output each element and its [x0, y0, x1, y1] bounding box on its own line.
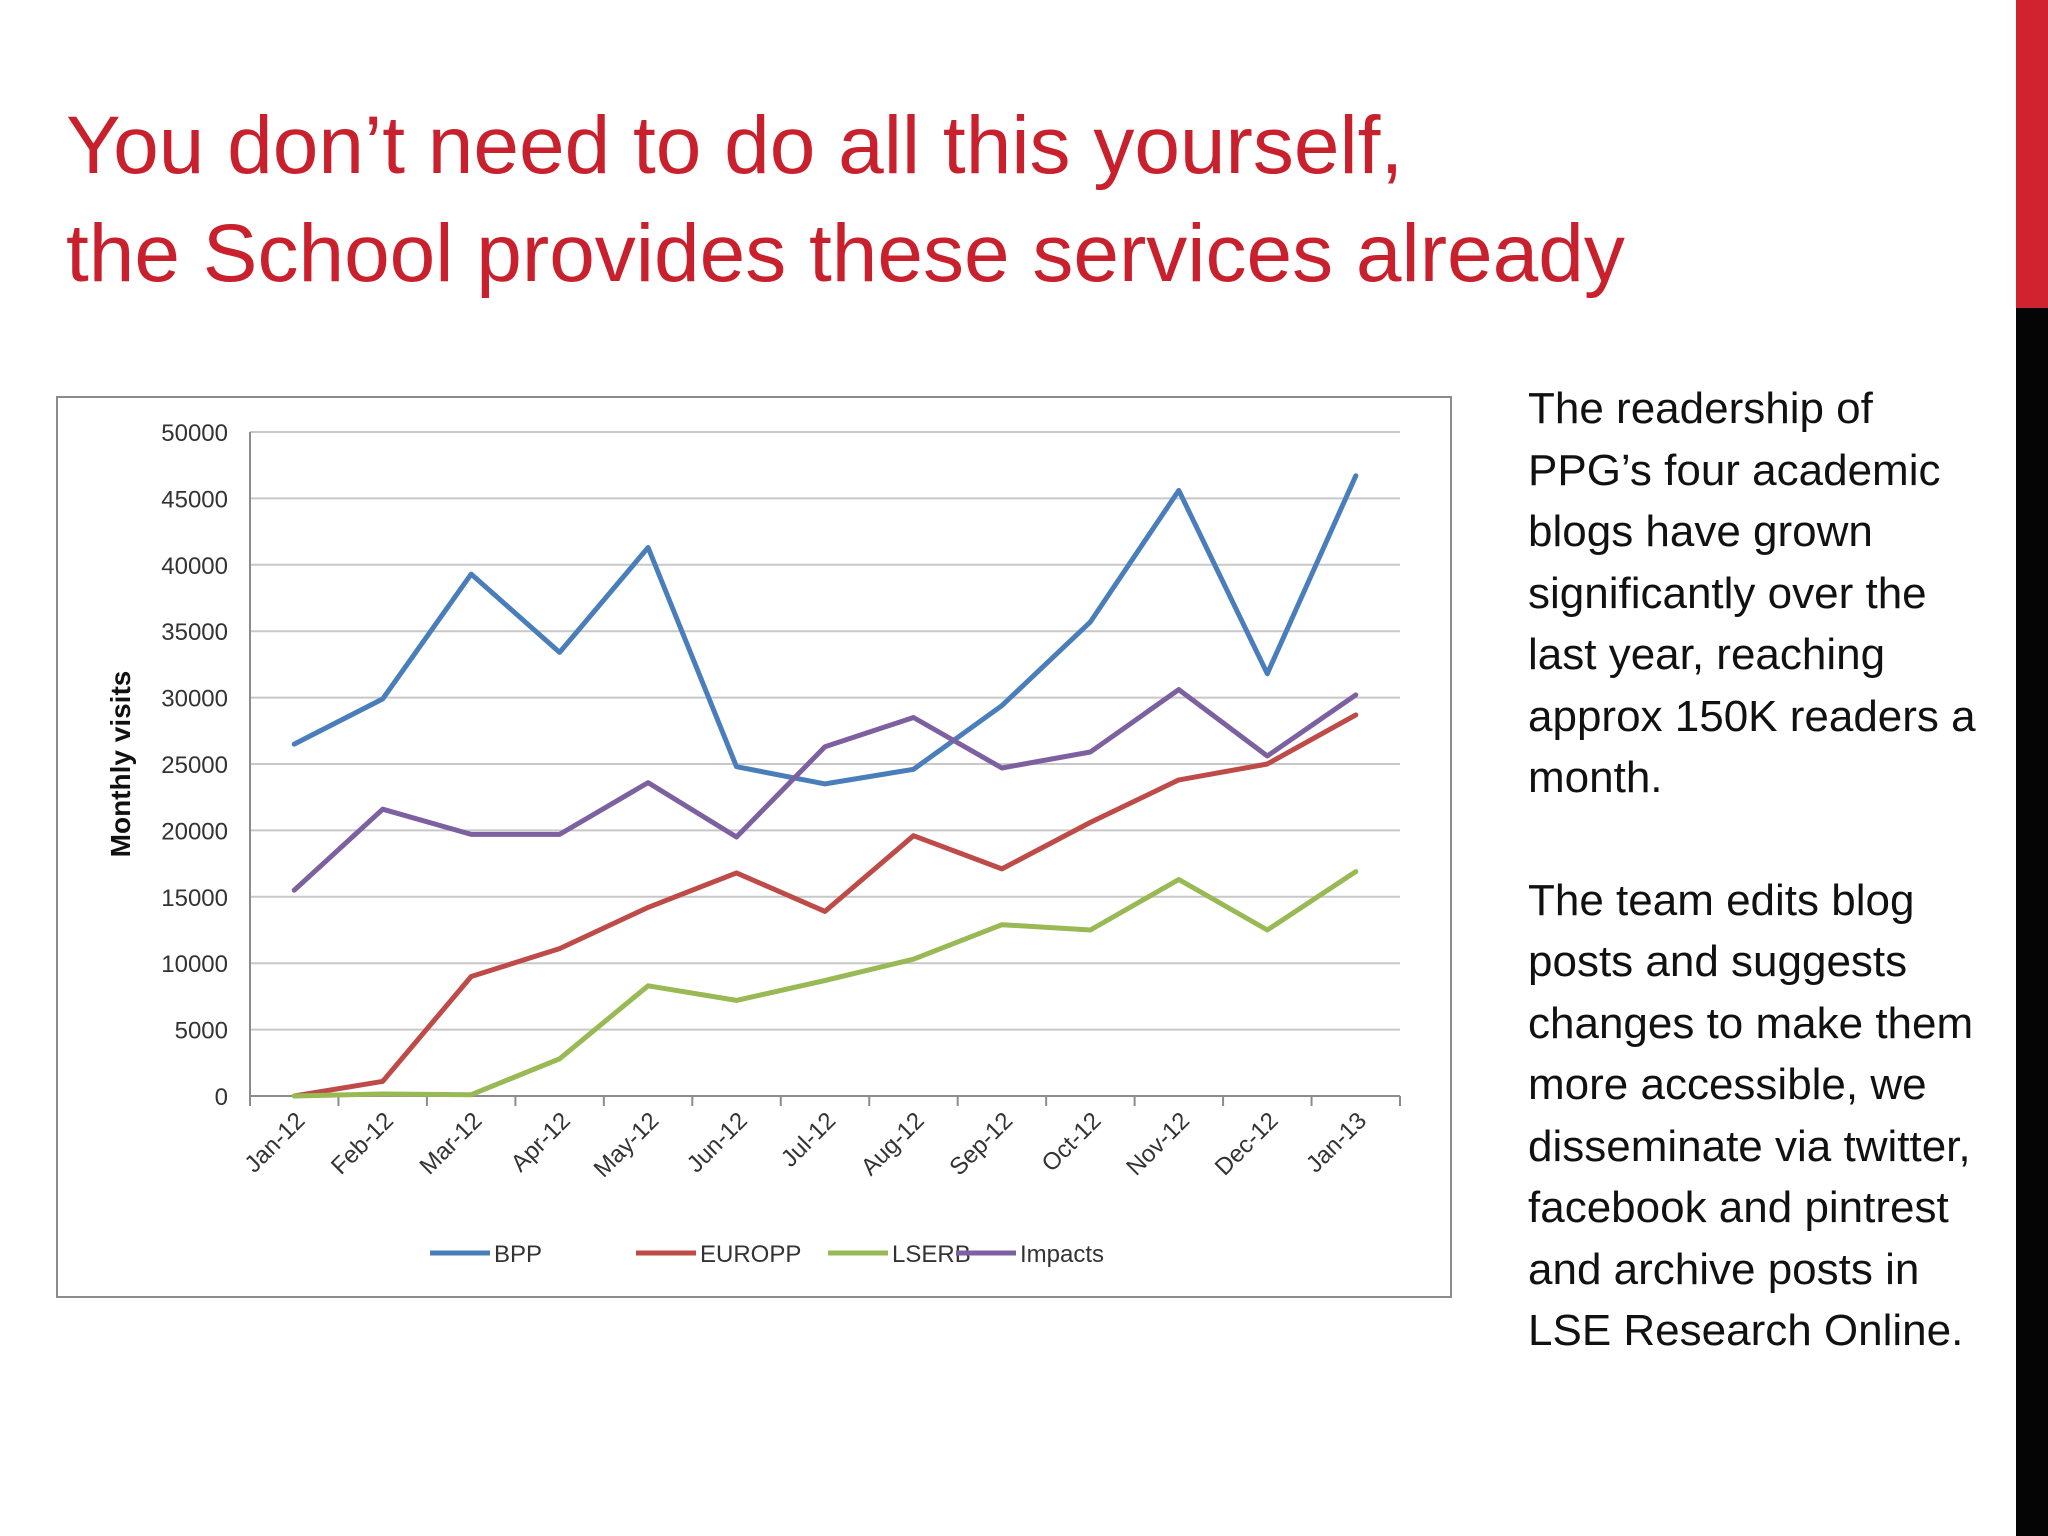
series-line-europp — [291, 712, 1359, 1099]
y-tick-label: 5000 — [175, 1018, 228, 1045]
y-tick-label: 0 — [215, 1084, 228, 1111]
x-tick-label: Jan-12 — [239, 1107, 310, 1178]
y-axis-title: Monthly visits — [105, 671, 136, 858]
y-tick-label: 30000 — [161, 686, 228, 713]
x-tick-label: Mar-12 — [415, 1107, 488, 1180]
series-line-bpp — [291, 473, 1359, 787]
slide-title: You don’t need to do all this yourself, … — [66, 92, 1966, 308]
x-tick-label: Nov-12 — [1121, 1107, 1195, 1181]
x-tick-label: Feb-12 — [326, 1107, 399, 1180]
x-tick-label: Jun-12 — [682, 1107, 753, 1178]
x-tick-label: Dec-12 — [1210, 1107, 1284, 1181]
slide-title-line-1: You don’t need to do all this yourself, — [66, 100, 1404, 191]
legend-label-europp: EUROPP — [700, 1241, 801, 1268]
y-tick-label: 15000 — [161, 885, 228, 912]
x-tick-label: Oct-12 — [1037, 1107, 1107, 1177]
y-tick-label: 50000 — [161, 420, 228, 447]
legend-label-bpp: BPP — [494, 1241, 542, 1268]
accent-bar-red — [2016, 0, 2048, 308]
line-chart: 0 5000 10000 15000 20000 25000 30000 35000 40000… — [56, 396, 1452, 1298]
series-line-lserb — [291, 869, 1359, 1099]
y-tick-label: 35000 — [161, 619, 228, 646]
side-description: The readership of PPG’s four academic bl… — [1528, 378, 1998, 1423]
readership-paragraph: The readership of PPG’s four academic bl… — [1528, 384, 1976, 802]
x-tick-label: Apr-12 — [506, 1107, 576, 1177]
slide-title-line-2: the School provides these services alrea… — [66, 208, 1625, 299]
y-tick-label: 45000 — [161, 486, 228, 513]
x-tick-label: Jul-12 — [776, 1107, 841, 1172]
chart-canvas: 0 5000 10000 15000 20000 25000 30000 35000 40000… — [105, 420, 1401, 1268]
accent-bar-black — [2016, 308, 2048, 1536]
legend-label-impacts: Impacts — [1020, 1241, 1104, 1268]
y-tick-label: 20000 — [161, 818, 228, 845]
x-tick-label: Aug-12 — [856, 1107, 930, 1181]
y-tick-label: 40000 — [161, 553, 228, 580]
series-line-impacts — [291, 687, 1359, 893]
x-tick-label: Jan-13 — [1301, 1107, 1372, 1178]
x-tick-label: Sep-12 — [944, 1107, 1018, 1181]
y-tick-label: 25000 — [161, 752, 228, 779]
team-paragraph: The team edits blog posts and suggests c… — [1528, 875, 1974, 1356]
y-tick-label: 10000 — [161, 951, 228, 978]
x-tick-label: May-12 — [589, 1107, 665, 1183]
